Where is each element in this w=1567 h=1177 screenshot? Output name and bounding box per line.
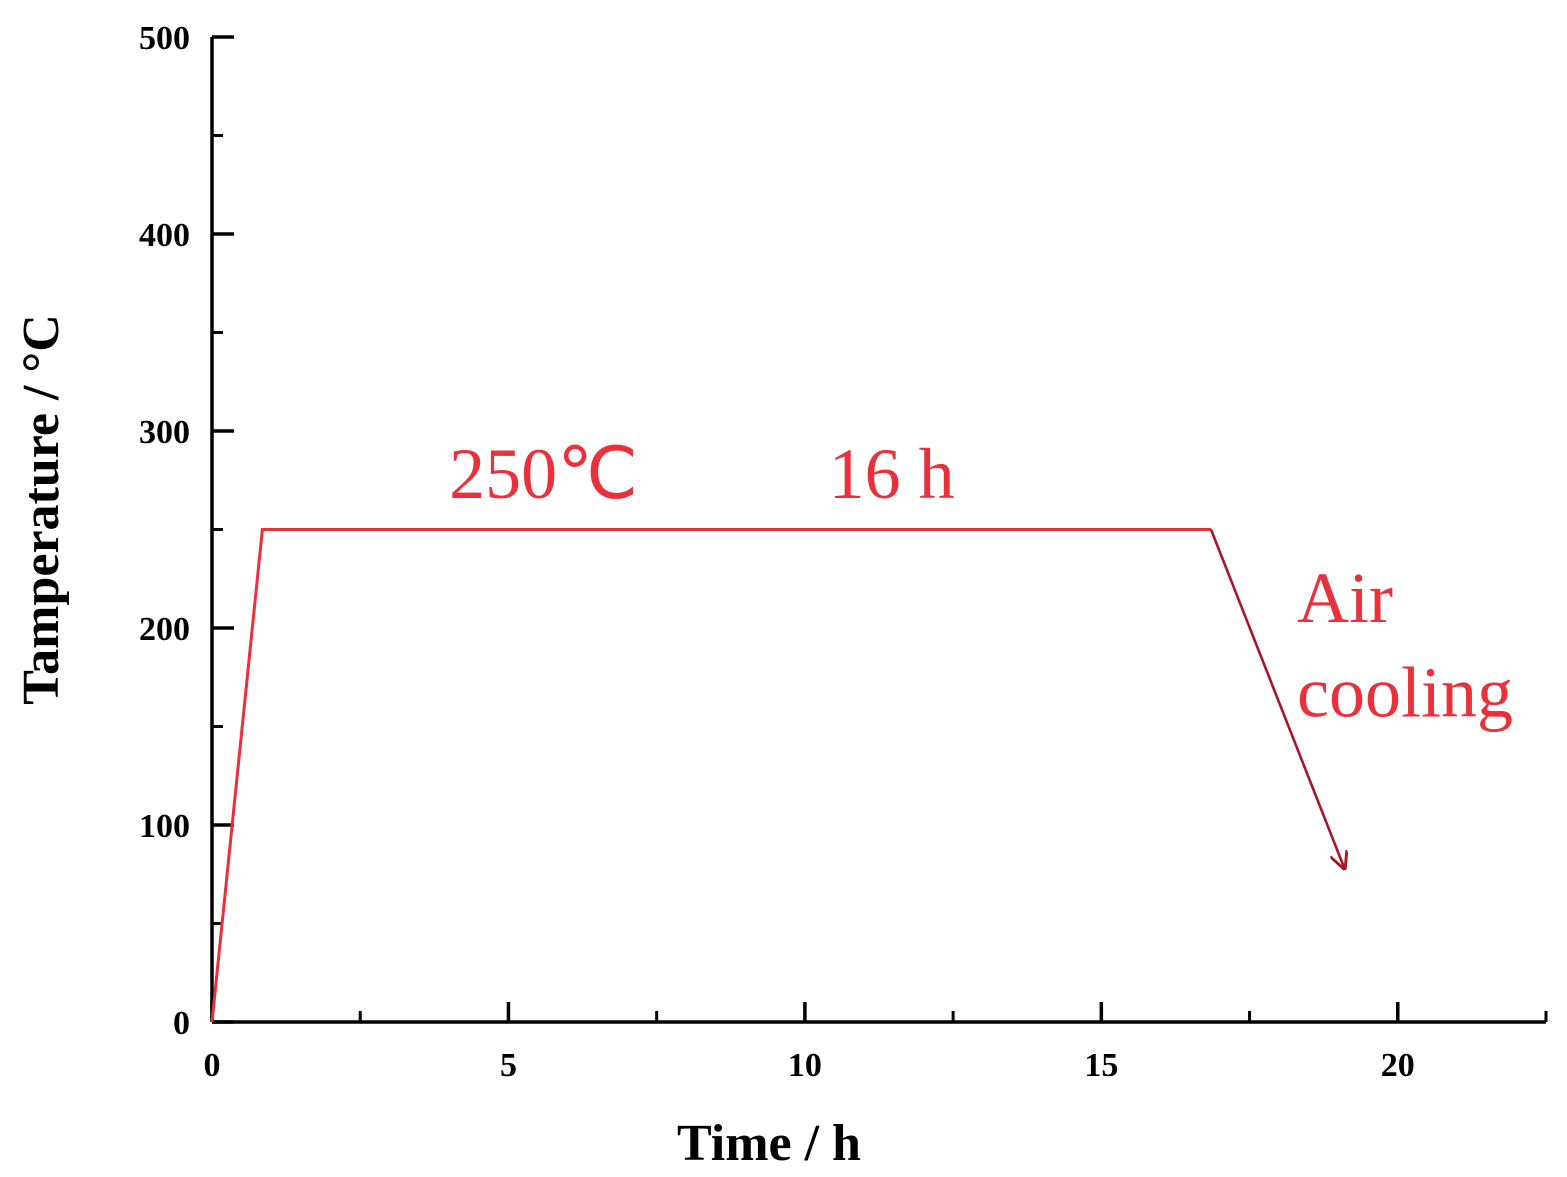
y-tick-label: 100 [139,808,190,845]
y-tick-label: 500 [139,20,190,57]
x-tick-label: 5 [500,1047,517,1084]
annotation-air: Air [1297,558,1393,638]
annotation-temp: 250℃ [449,434,638,514]
y-axis-title: Tamperature / °C [13,314,70,705]
cooling-arrow [1209,529,1344,869]
y-tick-label: 200 [139,611,190,648]
x-tick-label: 0 [204,1047,221,1084]
x-axis-title: Time / h [677,1115,861,1172]
axes: 0 5 10 15 20 0 100 200 300 400 500 [139,20,1548,1084]
y-tick-label: 400 [139,217,190,254]
annotation-time: 16 h [829,434,955,514]
x-tick-label: 10 [788,1047,822,1084]
x-tick-label: 20 [1381,1047,1415,1084]
y-tick-label: 0 [173,1005,190,1042]
y-tick-label: 300 [139,414,190,451]
annotation-cooling: cooling [1297,653,1513,733]
x-tick-label: 15 [1084,1047,1118,1084]
series-layer [210,528,1344,1023]
y-ticks: 0 100 200 300 400 500 [139,20,234,1042]
annotations: 250℃ 16 h Air cooling [449,434,1513,733]
x-ticks: 0 5 10 15 20 [204,1002,1548,1084]
series-line [210,528,1212,1023]
